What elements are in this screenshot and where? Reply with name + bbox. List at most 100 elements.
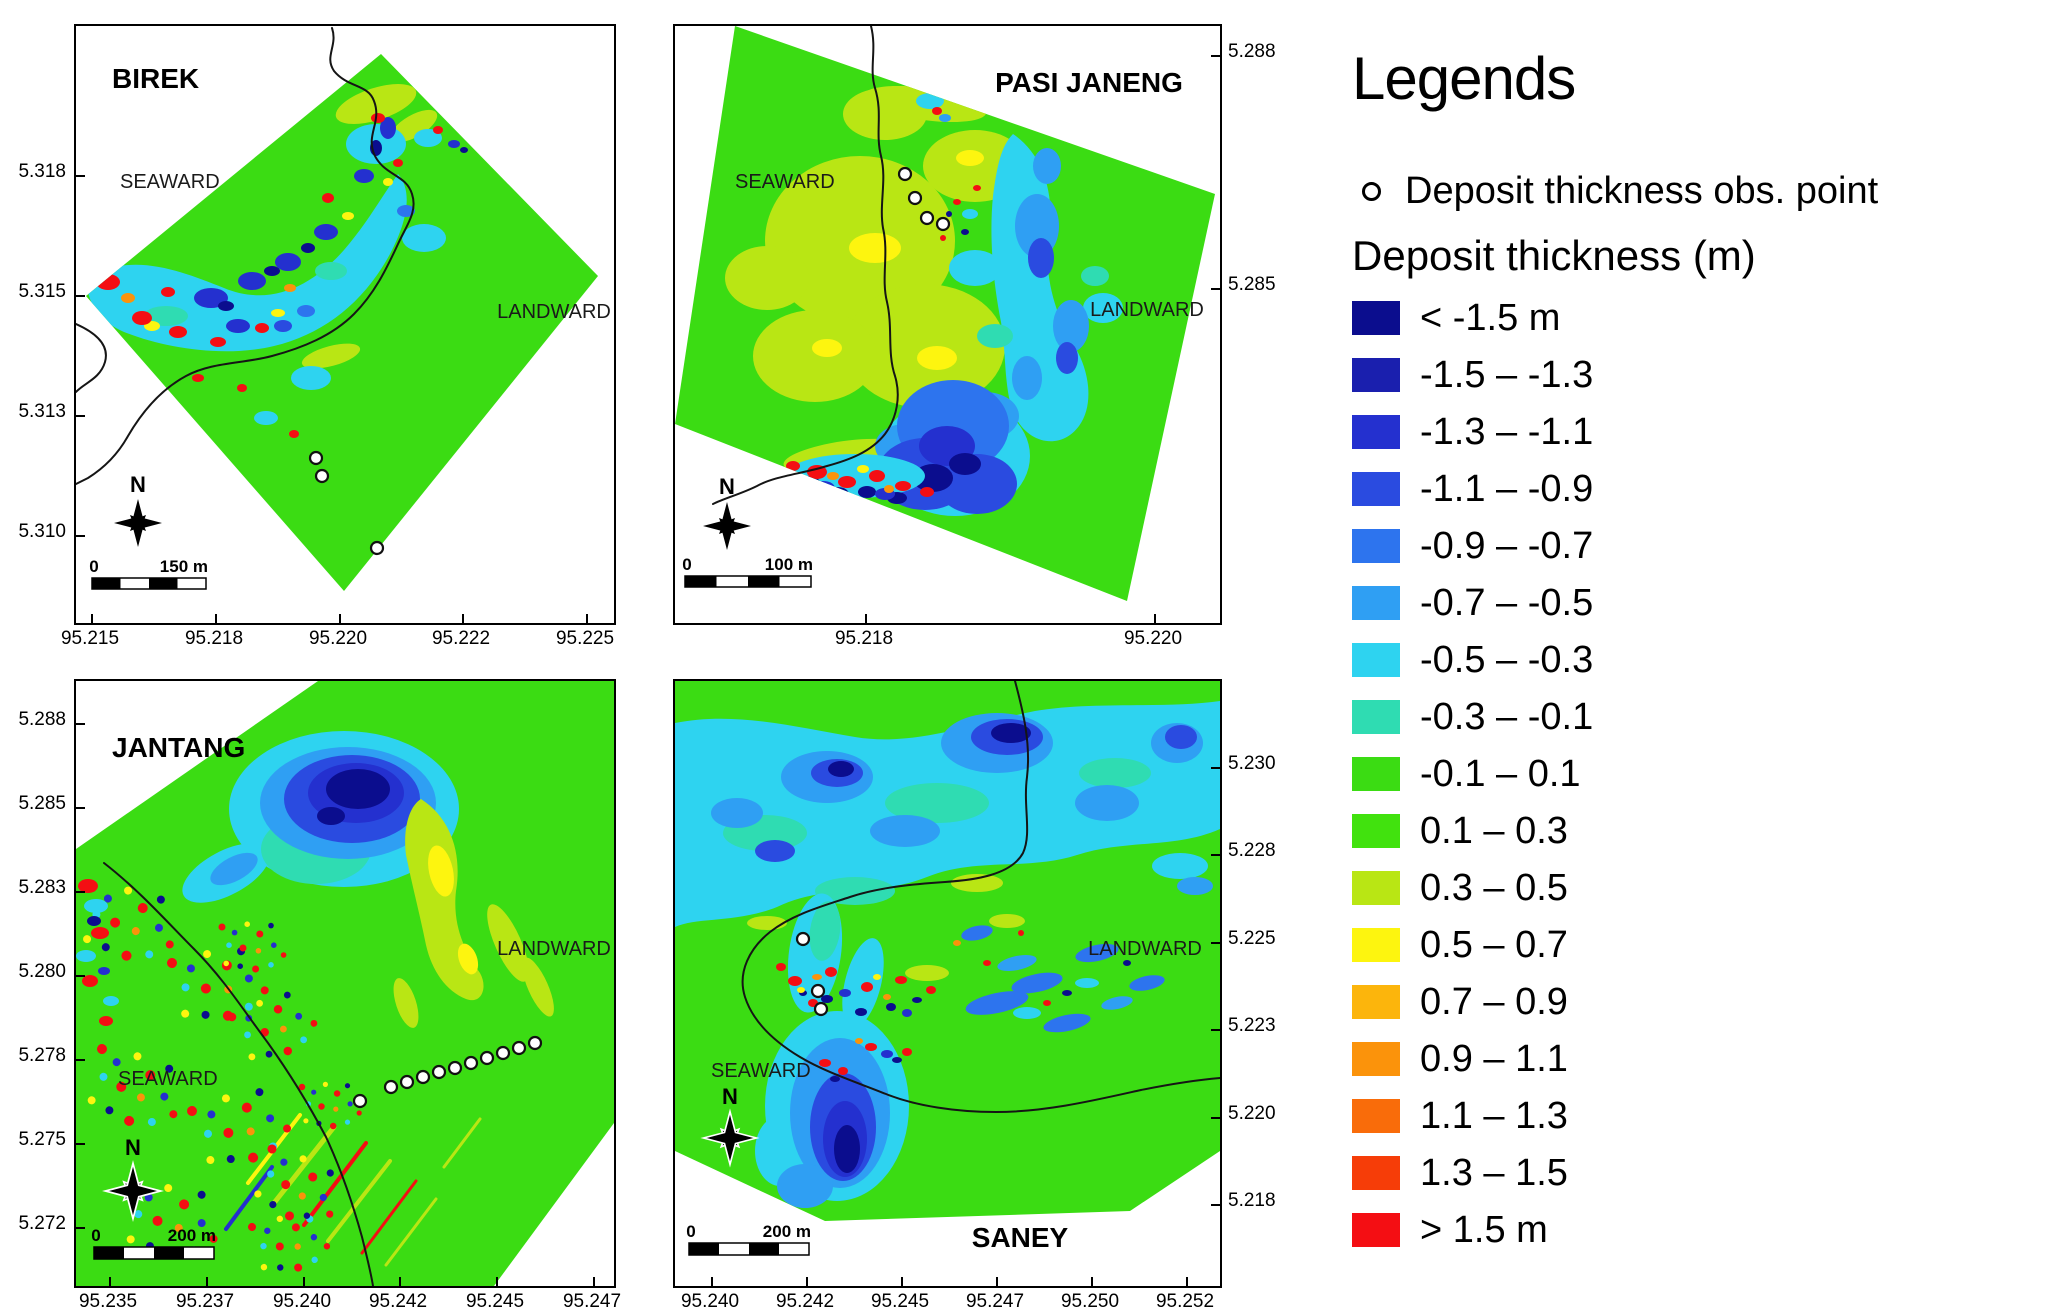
- legend-row: 1.1 – 1.3: [1352, 1095, 1568, 1137]
- jantang-y-tick: 5.283: [18, 877, 66, 898]
- legend-label: -0.7 – -0.5: [1420, 581, 1594, 624]
- jantang-x-tick: 95.237: [175, 1291, 235, 1310]
- jantang-y-tick: 5.280: [18, 961, 66, 982]
- obs-point: [919, 210, 935, 226]
- legend-row: > 1.5 m: [1352, 1209, 1548, 1251]
- obs-point: [431, 1064, 447, 1080]
- birek-seaward-label: SEAWARD: [120, 171, 220, 193]
- legend-swatch: [1352, 1213, 1400, 1247]
- pasi-janeng-y-tick: 5.285: [1228, 274, 1276, 295]
- saney-x-tick: 95.247: [965, 1291, 1025, 1310]
- obs-point: [795, 931, 811, 947]
- legend-label: -0.5 – -0.3: [1420, 638, 1594, 681]
- legend-label: -0.3 – -0.1: [1420, 695, 1594, 738]
- scale-zero-label: 0: [686, 1222, 695, 1241]
- legend-swatch: [1352, 871, 1400, 905]
- jantang-map-canvas: N 0 200 m JAN: [76, 681, 614, 1286]
- obs-point: [447, 1060, 463, 1076]
- pasi-janeng-coastline: [712, 26, 899, 505]
- legend-swatch: [1352, 757, 1400, 791]
- jantang-title: JANTANG: [112, 732, 245, 763]
- saney-x-tick: 95.252: [1155, 1291, 1215, 1310]
- scale-length-label: 150 m: [160, 557, 208, 576]
- legend-obs-point-label: Deposit thickness obs. point: [1405, 170, 1879, 212]
- legend-swatch: [1352, 814, 1400, 848]
- legend-label: 0.1 – 0.3: [1420, 809, 1568, 852]
- obs-point: [495, 1045, 511, 1061]
- pasi-janeng-landward-label: LANDWARD: [1090, 299, 1204, 321]
- jantang-x-tick: 95.245: [465, 1291, 525, 1310]
- pasi-janeng-north-arrow: N: [703, 474, 751, 550]
- birek-title: BIREK: [112, 63, 199, 94]
- obs-point: [813, 1001, 829, 1017]
- birek-axis-ticks: [76, 175, 588, 623]
- legend-swatch: [1352, 529, 1400, 563]
- legend-row: -0.7 – -0.5: [1352, 582, 1593, 624]
- jantang-scale-bar: 0 200 m: [91, 1226, 216, 1260]
- jantang-seaward-label: SEAWARD: [118, 1068, 218, 1090]
- legend-swatch: [1352, 1099, 1400, 1133]
- legend-row: -1.5 – -1.3: [1352, 354, 1593, 396]
- legend-row: -1.3 – -1.1: [1352, 411, 1593, 453]
- north-label: N: [719, 474, 735, 499]
- saney-scale-bar: 0 200 m: [686, 1222, 811, 1256]
- legend-row: 0.3 – 0.5: [1352, 867, 1568, 909]
- birek-x-tick: 95.218: [184, 628, 244, 649]
- saney-y-tick: 5.225: [1228, 928, 1276, 949]
- jantang-y-tick: 5.288: [18, 709, 66, 730]
- obs-point: [810, 983, 826, 999]
- legend-title: Legends: [1352, 45, 1576, 112]
- birek-y-tick: 5.310: [18, 521, 66, 542]
- legend-swatch: [1352, 700, 1400, 734]
- legend-label: 0.7 – 0.9: [1420, 980, 1568, 1023]
- obs-point: [907, 190, 923, 206]
- pasi-janeng-scale-bar: 0 100 m: [682, 555, 813, 588]
- birek-map-canvas: N 0 150 m BIREK SEAWARD: [76, 27, 611, 623]
- saney-north-arrow: N: [700, 1084, 760, 1168]
- legend-swatch: [1352, 415, 1400, 449]
- obs-point: [399, 1074, 415, 1090]
- birek-model-domain: [86, 54, 598, 591]
- obs-point: [352, 1093, 368, 1109]
- saney-y-tick: 5.223: [1228, 1015, 1276, 1036]
- obs-point: [383, 1079, 399, 1095]
- north-label: N: [722, 1084, 738, 1109]
- obs-point: [935, 216, 951, 232]
- jantang-y-tick: 5.278: [18, 1045, 66, 1066]
- north-label: N: [130, 472, 146, 497]
- legend-row: -0.9 – -0.7: [1352, 525, 1593, 567]
- legend-label: 1.3 – 1.5: [1420, 1151, 1568, 1194]
- birek-coastline-fragment: [76, 323, 107, 393]
- birek-y-tick: 5.313: [18, 401, 66, 422]
- jantang-x-tick: 95.235: [78, 1291, 138, 1310]
- jantang-x-tick: 95.242: [368, 1291, 428, 1310]
- jantang-y-tick: 5.285: [18, 793, 66, 814]
- jantang-coastline: [103, 862, 374, 1286]
- obs-point: [415, 1069, 431, 1085]
- legend-row: -0.3 – -0.1: [1352, 696, 1593, 738]
- birek-x-tick: 95.225: [555, 628, 615, 649]
- saney-y-tick: 5.220: [1228, 1103, 1276, 1124]
- birek-y-tick: 5.315: [18, 281, 66, 302]
- obs-point: [511, 1040, 527, 1056]
- legend-row: -1.1 – -0.9: [1352, 468, 1593, 510]
- legend-swatch: [1352, 586, 1400, 620]
- jantang-axis-ticks: [76, 723, 595, 1286]
- legend-swatch: [1352, 1156, 1400, 1190]
- birek-north-arrow: N: [114, 472, 162, 547]
- obs-point: [314, 468, 330, 484]
- legend-row: 1.3 – 1.5: [1352, 1152, 1568, 1194]
- legend-swatch: [1352, 643, 1400, 677]
- map-panel-birek: N 0 150 m BIREK SEAWARD: [74, 24, 616, 625]
- legend-scale-title: Deposit thickness (m): [1352, 232, 1756, 279]
- legend-swatch: [1352, 928, 1400, 962]
- jantang-y-tick: 5.275: [18, 1129, 66, 1150]
- saney-x-tick: 95.245: [870, 1291, 930, 1310]
- legend-label: < -1.5 m: [1420, 296, 1561, 339]
- obs-point: [369, 540, 385, 556]
- map-panel-pasi-janeng: N 0 100 m PASI JANENG SEAWARD LANDWARD: [673, 24, 1222, 625]
- legend-row: -0.5 – -0.3: [1352, 639, 1593, 681]
- saney-axis-ticks: [711, 767, 1220, 1286]
- obs-point: [308, 450, 324, 466]
